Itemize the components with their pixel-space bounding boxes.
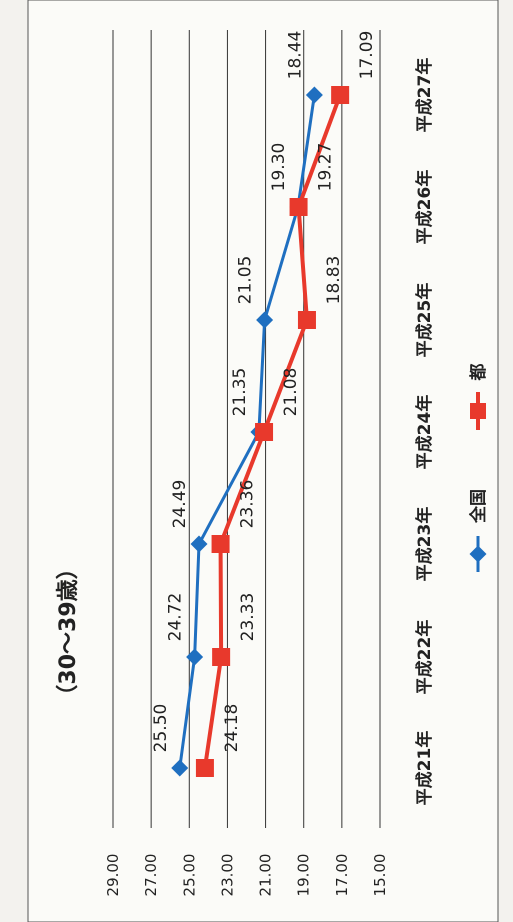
data-label-to: 23.33 <box>238 593 258 642</box>
x-category-label: 平成27年 <box>414 58 435 133</box>
data-label-to: 21.08 <box>281 368 301 417</box>
data-label-zenkoku: 21.05 <box>236 256 256 305</box>
data-point-zenkoku <box>305 86 323 104</box>
data-point-to <box>255 423 274 441</box>
data-label-to: 24.18 <box>222 704 242 753</box>
legend: 全国都 <box>468 364 489 572</box>
y-tick-label: 27.00 <box>142 854 160 897</box>
data-label-to: 17.09 <box>357 31 377 80</box>
legend-marker-zenkoku <box>469 545 487 563</box>
data-label-to: 19.27 <box>316 143 336 192</box>
legend-label-zenkoku: 全国 <box>468 489 489 524</box>
data-point-zenkoku <box>171 759 189 777</box>
data-label-zenkoku: 19.30 <box>269 143 289 192</box>
x-category-label: 平成24年 <box>414 395 435 470</box>
x-category-label: 平成26年 <box>414 170 435 245</box>
y-tick-label: 17.00 <box>333 854 351 897</box>
legend-label-to: 都 <box>468 364 489 382</box>
chart-border <box>27 0 499 922</box>
data-point-zenkoku <box>190 535 208 553</box>
data-label-zenkoku: 21.35 <box>230 368 250 417</box>
data-point-to <box>212 648 231 666</box>
data-point-to <box>331 86 350 104</box>
data-point-to <box>297 311 316 329</box>
y-tick-label: 21.00 <box>257 854 275 897</box>
y-tick-label: 25.00 <box>180 854 198 897</box>
x-category-label: 平成22年 <box>414 620 435 695</box>
data-label-to: 23.36 <box>238 480 258 529</box>
data-label-zenkoku: 18.44 <box>285 31 305 80</box>
y-tick-label: 19.00 <box>295 854 313 897</box>
x-category-label: 平成25年 <box>414 283 435 358</box>
y-tick-layer: 29.00 27.00 25.00 23.00 21.00 19.00 17.00 15.00 <box>104 854 389 897</box>
data-point-zenkoku <box>186 648 204 666</box>
data-point-zenkoku <box>256 311 274 329</box>
data-label-to: 18.83 <box>324 256 344 305</box>
data-point-to <box>211 535 230 553</box>
y-tick-label: 23.00 <box>218 854 236 897</box>
data-point-to <box>195 759 214 777</box>
chart-title: （30〜39歳） <box>56 557 81 706</box>
data-label-layer: 25.50 24.72 24.49 21.35 21.05 19.30 18.44 24.18… <box>151 31 377 753</box>
series-layer <box>171 86 350 777</box>
data-label-zenkoku: 24.49 <box>170 480 190 529</box>
legend-marker-to <box>470 403 486 419</box>
y-tick-label: 29.00 <box>104 854 122 897</box>
x-category-label: 平成23年 <box>414 507 435 582</box>
x-category-layer: 平成21年 平成22年 平成23年 平成24年 平成25年 平成26年 平成27年 <box>414 58 435 806</box>
data-label-zenkoku: 25.50 <box>151 704 171 753</box>
data-point-to <box>289 198 308 216</box>
y-tick-label: 15.00 <box>371 854 389 897</box>
x-category-label: 平成21年 <box>414 731 435 806</box>
data-label-zenkoku: 24.72 <box>166 593 186 642</box>
